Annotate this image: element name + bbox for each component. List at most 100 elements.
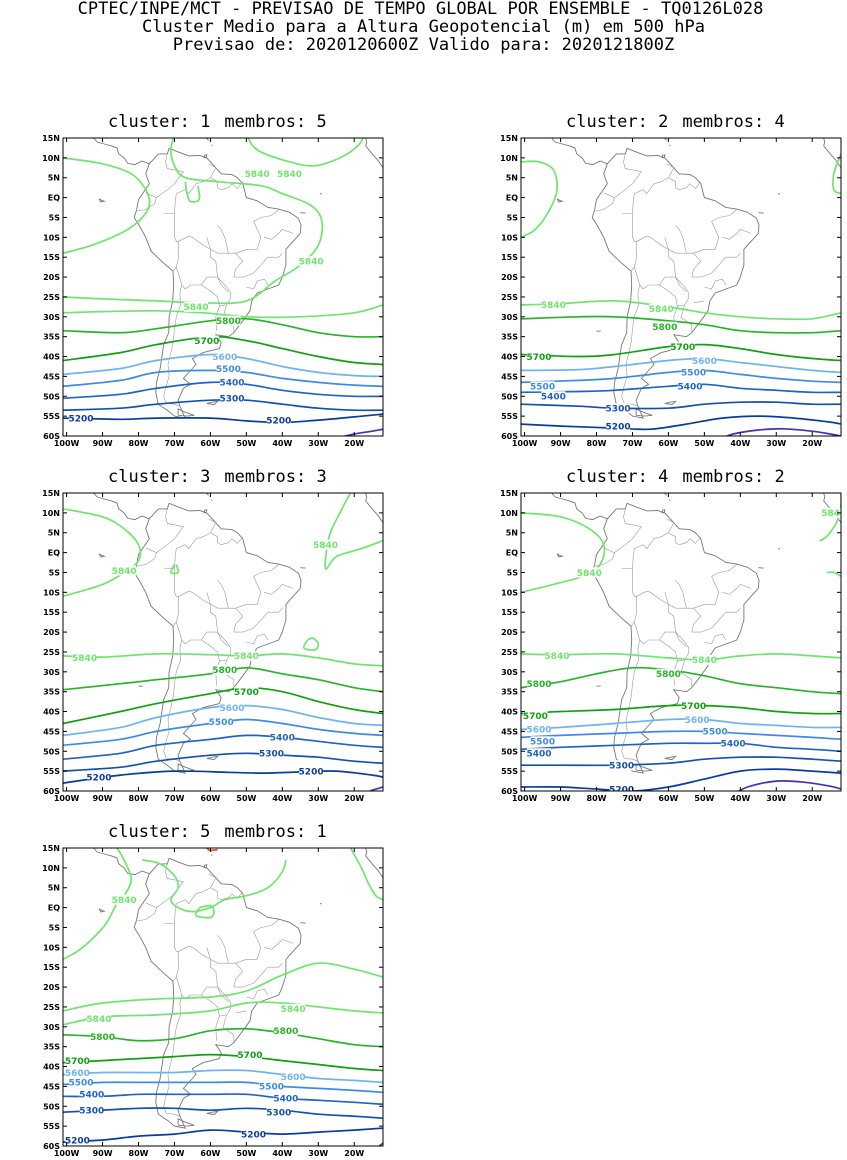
lat-tick-label: 50S	[501, 747, 518, 756]
contour-label: 5840	[577, 569, 602, 579]
lon-tick-label: 20W	[802, 794, 822, 803]
contour-label: 5400	[677, 383, 702, 393]
country-border	[207, 237, 243, 277]
contour-label: 5500	[530, 738, 555, 748]
lat-tick-label: 60S	[43, 1142, 60, 1151]
lon-tick-label: 60W	[658, 794, 678, 803]
lat-tick-label: 30S	[43, 1023, 60, 1032]
lat-tick-label: 10S	[43, 233, 60, 242]
lon-tick-label: 80W	[587, 439, 607, 448]
lat-tick-label: 35S	[501, 688, 518, 697]
lat-tick-label: 40S	[43, 353, 60, 362]
country-border	[246, 634, 268, 644]
lat-tick-label: 35S	[43, 688, 60, 697]
lat-tick-label: 55S	[43, 1122, 60, 1131]
country-border	[236, 1011, 247, 1013]
lat-tick-label: 25S	[501, 648, 518, 657]
contour-line-5200	[63, 414, 383, 422]
country-border	[264, 229, 293, 239]
contour-line-5600	[63, 1070, 383, 1082]
contour-label: 5400	[721, 740, 746, 750]
lat-tick-label: 30S	[43, 313, 60, 322]
lat-tick-label: 50S	[501, 392, 518, 401]
contour-label: 5840	[692, 656, 717, 666]
africa-coastline	[365, 136, 424, 180]
country-border	[164, 285, 182, 406]
contour-line-5700	[63, 1055, 383, 1071]
contour-line-5600	[521, 719, 841, 729]
country-border	[210, 178, 232, 190]
country-border	[201, 632, 231, 661]
lon-tick-label: 90W	[551, 439, 571, 448]
lat-tick-label: 50S	[43, 392, 60, 401]
lat-tick-label: 5S	[49, 213, 61, 222]
lat-tick-label: 15S	[43, 608, 60, 617]
contour-line-5100	[376, 1143, 383, 1150]
contour-label: 5300	[79, 1107, 104, 1117]
lon-tick-label: 30W	[308, 439, 328, 448]
lat-tick-label: 60S	[43, 432, 60, 441]
country-border	[692, 608, 741, 632]
lat-tick-label: 15N	[42, 134, 60, 143]
island-outline	[99, 199, 104, 202]
country-border	[234, 963, 282, 987]
country-border	[634, 236, 675, 289]
contour-label: 5840	[72, 654, 97, 664]
lat-tick-label: 30S	[501, 313, 518, 322]
island-outline	[662, 510, 665, 513]
contour-label: 5800	[656, 670, 681, 680]
country-border	[234, 253, 282, 277]
country-border	[218, 225, 229, 253]
lon-tick-label: 50W	[236, 794, 256, 803]
contour-label: 5600	[65, 1069, 90, 1079]
contour-label: 5500	[530, 383, 555, 393]
lon-tick-label: 20W	[802, 439, 822, 448]
contour-line-5200	[521, 769, 841, 791]
country-border	[218, 935, 229, 963]
lat-tick-label: 25S	[43, 648, 60, 657]
contour-line-5800	[521, 668, 841, 694]
contour-line-5840	[185, 182, 199, 202]
contour-label: 5200	[68, 414, 93, 424]
contour-label: 5300	[266, 1109, 291, 1119]
contour-label: 5800	[652, 323, 677, 333]
lat-tick-label: 15S	[501, 608, 518, 617]
country-border	[137, 198, 156, 212]
lat-tick-label: 45S	[43, 727, 60, 736]
lon-tick-label: 50W	[694, 439, 714, 448]
lat-tick-label: 30S	[501, 668, 518, 677]
contour-label: 5840	[281, 1005, 306, 1015]
lat-tick-label: 45S	[501, 372, 518, 381]
contour-label: 5700	[670, 343, 695, 353]
lat-tick-label: 55S	[43, 412, 60, 421]
country-border	[236, 931, 261, 963]
lon-tick-label: 50W	[694, 794, 714, 803]
contour-line-5840	[351, 848, 383, 900]
lon-tick-label: 60W	[658, 439, 678, 448]
country-border	[164, 569, 179, 627]
lat-tick-label: 5S	[49, 568, 61, 577]
lat-tick-label: 15N	[42, 844, 60, 853]
lat-tick-label: 40S	[501, 353, 518, 362]
lat-tick-label: 60S	[43, 787, 60, 796]
island-outline	[207, 401, 218, 404]
contour-line-5500	[63, 1082, 383, 1092]
contour-label: 5500	[209, 718, 234, 728]
contour-line-5840	[63, 963, 383, 1011]
contour-label: 5300	[606, 404, 631, 414]
contour-label: 5500	[703, 728, 728, 738]
country-border	[604, 509, 642, 553]
contour-label: 5500	[216, 365, 241, 375]
lat-tick-label: 20S	[43, 628, 60, 637]
island-outline	[99, 909, 104, 912]
lon-tick-label: 70W	[164, 794, 184, 803]
lon-tick-label: 70W	[164, 439, 184, 448]
lat-tick-label: 40S	[501, 708, 518, 717]
contour-line-5200	[63, 1128, 383, 1142]
contour-label: 5300	[259, 750, 284, 760]
